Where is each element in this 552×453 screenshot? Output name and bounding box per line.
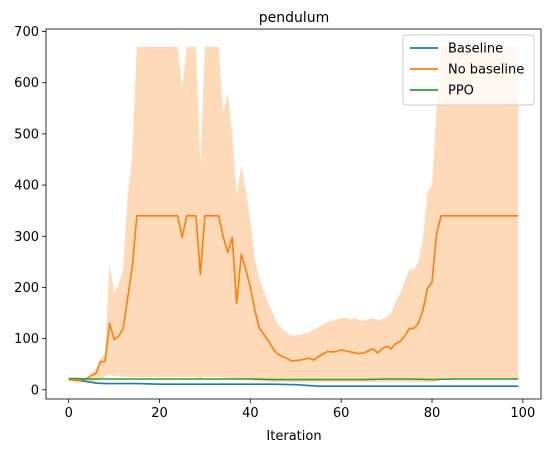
y-tick-label: 0 [31, 383, 39, 398]
x-tick-label: 60 [333, 406, 350, 421]
y-tick-label: 100 [14, 332, 39, 347]
legend-label-1: No baseline [448, 63, 524, 78]
y-tick-label: 600 [14, 76, 39, 91]
y-tick-label: 400 [14, 179, 39, 194]
x-tick-label: 0 [65, 406, 73, 421]
y-ticks: 0 100 200 300 400 500 600 700 [14, 25, 46, 398]
series-line-2 [68, 377, 519, 381]
series-line-0 [68, 378, 519, 388]
legend-label-2: PPO [448, 84, 474, 99]
x-axis-label: Iteration [266, 429, 321, 444]
lines-layer [68, 215, 519, 388]
legend: Baseline No baseline PPO [402, 34, 535, 106]
y-tick-label: 200 [14, 281, 39, 296]
y-tick-label: 300 [14, 230, 39, 245]
legend-box [402, 34, 535, 106]
x-tick-label: 40 [242, 406, 259, 421]
x-ticks: 0 20 40 60 80 100 [65, 399, 535, 421]
y-tick-label: 500 [14, 127, 39, 142]
x-tick-label: 100 [510, 406, 535, 421]
series-band-1 [68, 46, 519, 383]
bands-layer [68, 46, 519, 383]
y-tick-label: 700 [14, 25, 39, 40]
x-tick-label: 80 [424, 406, 441, 421]
legend-label-0: Baseline [448, 42, 503, 57]
chart-title: pendulum [259, 10, 330, 26]
x-tick-label: 20 [151, 406, 168, 421]
series-line-1 [68, 215, 519, 382]
plot-frame [45, 28, 542, 400]
